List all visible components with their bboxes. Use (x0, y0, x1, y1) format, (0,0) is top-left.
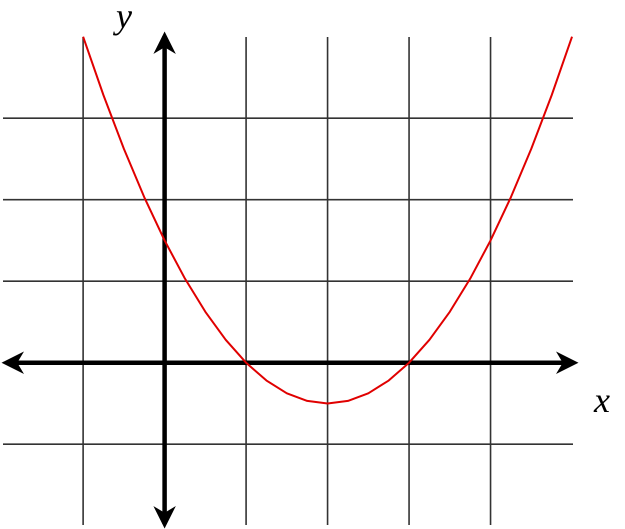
axes (1, 31, 579, 529)
x-axis-label: x (593, 380, 610, 420)
grid (3, 37, 573, 525)
y-axis-label: y (113, 0, 132, 36)
plot (82, 36, 573, 405)
curve (82, 36, 573, 405)
